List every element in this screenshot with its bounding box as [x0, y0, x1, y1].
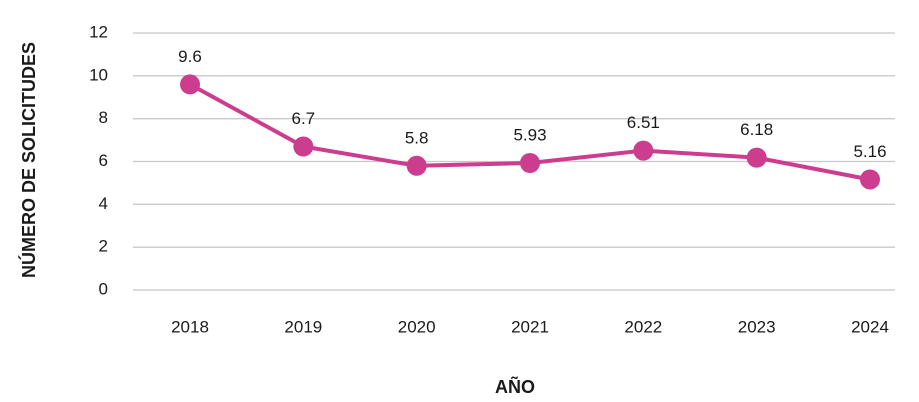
- data-label: 6.18: [740, 120, 773, 139]
- y-tick-label: 4: [99, 194, 108, 213]
- data-label: 6.7: [292, 109, 316, 128]
- data-label: 6.51: [627, 113, 660, 132]
- marker: [860, 169, 880, 190]
- y-tick-label: 12: [89, 22, 108, 41]
- x-tick-label: 2018: [171, 317, 209, 336]
- x-tick-label: 2019: [284, 317, 322, 336]
- marker: [180, 74, 200, 95]
- x-tick-label: 2024: [851, 317, 889, 336]
- y-tick-label: 2: [99, 237, 108, 256]
- x-tick-label: 2023: [738, 317, 776, 336]
- data-label: 9.6: [178, 47, 202, 66]
- y-axis-title: NÚMERO DE SOLICITUDES: [18, 42, 39, 278]
- x-tick-label: 2020: [398, 317, 436, 336]
- marker: [520, 152, 540, 173]
- marker: [633, 140, 654, 161]
- y-tick-label: 6: [99, 151, 108, 170]
- marker: [746, 147, 767, 168]
- x-axis-title: AÑO: [495, 376, 535, 397]
- x-tick-label: 2022: [624, 317, 662, 336]
- y-tick-label: 0: [99, 279, 108, 298]
- data-label: 5.93: [513, 125, 546, 144]
- data-label: 5.8: [405, 128, 429, 147]
- data-label: 5.16: [853, 142, 886, 161]
- y-tick-label: 10: [89, 65, 108, 84]
- marker: [293, 136, 314, 157]
- x-tick-label: 2021: [511, 317, 549, 336]
- y-tick-label: 8: [99, 108, 108, 127]
- marker: [406, 155, 427, 176]
